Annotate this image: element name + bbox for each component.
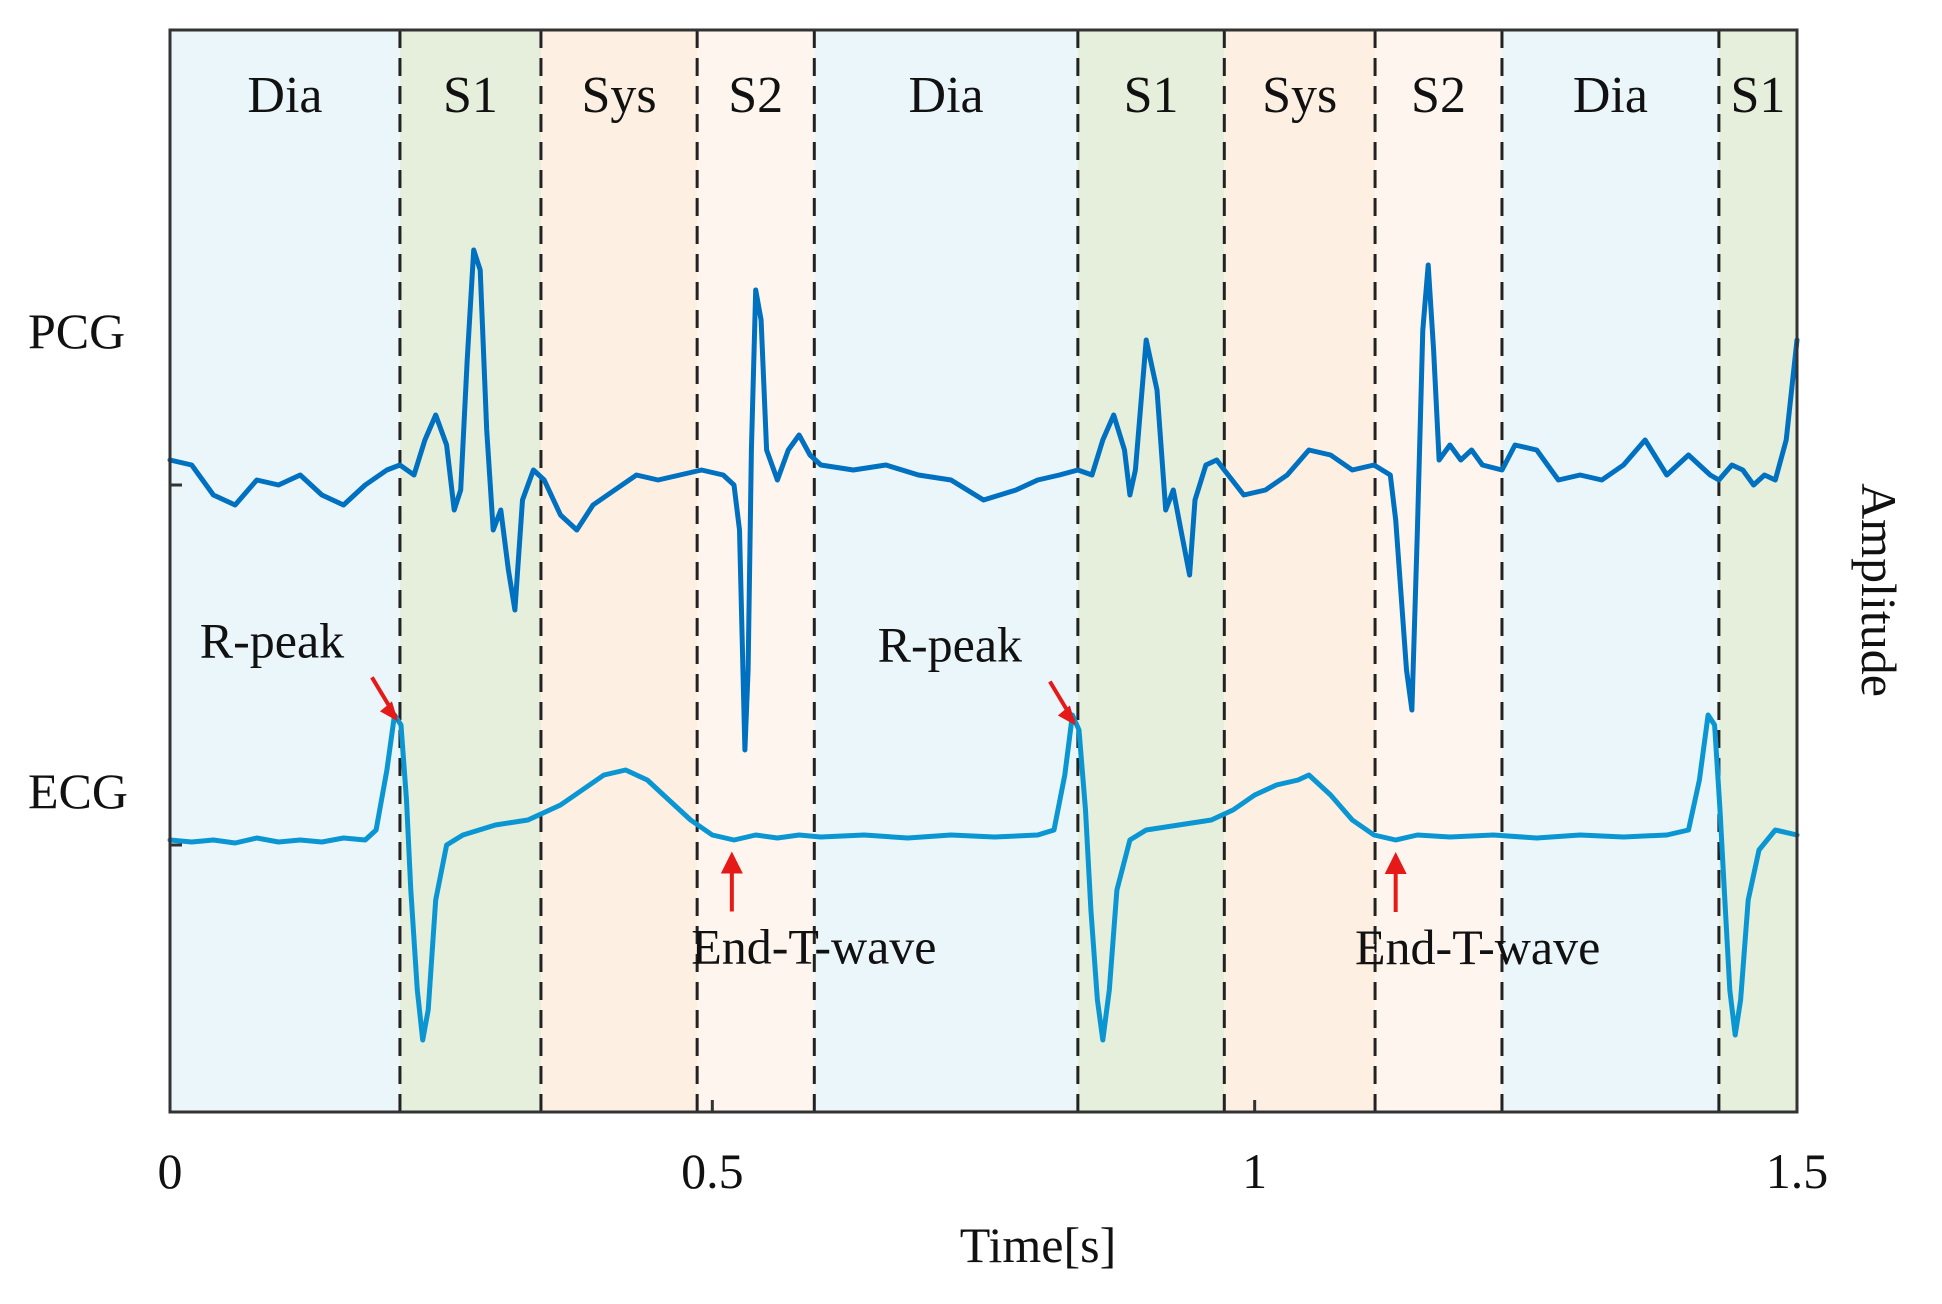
annotation-arrowhead-4	[1384, 852, 1407, 874]
segment-band-9	[1501, 30, 1719, 1112]
segment-label-4: S2	[728, 67, 783, 124]
plot-frame	[168, 28, 1799, 1114]
ecg-series-line	[167, 712, 1800, 1043]
y-axis-label: Amplitude	[1851, 483, 1907, 697]
segment-label-8: S2	[1411, 67, 1466, 124]
x-tick-label-3: 1	[1242, 1143, 1267, 1199]
annotation-label-4: End-T-wave	[1355, 919, 1600, 975]
segment-band-4	[697, 30, 815, 1112]
annotation-label-1: R-peak	[200, 612, 344, 668]
annotation-arrowhead-2	[720, 851, 743, 874]
annotation-label-2: End-T-wave	[691, 919, 936, 975]
segment-band-8	[1375, 30, 1502, 1112]
pcg-series-line	[167, 247, 1800, 753]
segment-label-7: Sys	[1262, 67, 1337, 124]
segment-labels: Dia S1 Sys S2 Dia S1 Sys S2 Dia S1	[247, 67, 1785, 124]
segment-band-7	[1224, 30, 1376, 1112]
axes: 0 0.5 1 1.5 Time[s] Amplitude PCG ECG	[28, 28, 1907, 1273]
segment-band-1	[170, 30, 400, 1112]
x-tick-label-4: 1.5	[1766, 1143, 1829, 1199]
segment-band-6	[1077, 30, 1225, 1112]
x-axis-ticks: 0 0.5 1 1.5	[158, 1100, 1829, 1199]
segment-band-10	[1718, 30, 1797, 1112]
pcg-signal-label: PCG	[28, 303, 125, 359]
segment-label-5: Dia	[909, 67, 984, 124]
annotation-arrowhead-3	[1057, 705, 1076, 726]
segment-label-6: S1	[1124, 67, 1179, 124]
annotations: R-peak End-T-wave R-peak End-T-wave	[200, 612, 1601, 975]
segment-label-3: Sys	[581, 67, 656, 124]
x-tick-label-1: 0	[158, 1143, 183, 1199]
annotation-arrowhead-1	[379, 701, 398, 722]
segment-band-5	[814, 30, 1078, 1112]
annotation-label-3: R-peak	[878, 617, 1022, 673]
plot-background	[170, 30, 1797, 1112]
x-axis-label: Time[s]	[960, 1217, 1117, 1273]
series-layer	[167, 247, 1800, 1043]
ecg-signal-label: ECG	[28, 763, 128, 819]
segment-label-2: S1	[443, 67, 498, 124]
segment-boundaries	[398, 30, 1721, 1112]
segment-label-9: Dia	[1573, 67, 1648, 124]
segment-band-3	[540, 30, 698, 1112]
segment-label-10: S1	[1730, 67, 1785, 124]
segment-label-1: Dia	[247, 67, 322, 124]
x-tick-label-2: 0.5	[681, 1143, 744, 1199]
